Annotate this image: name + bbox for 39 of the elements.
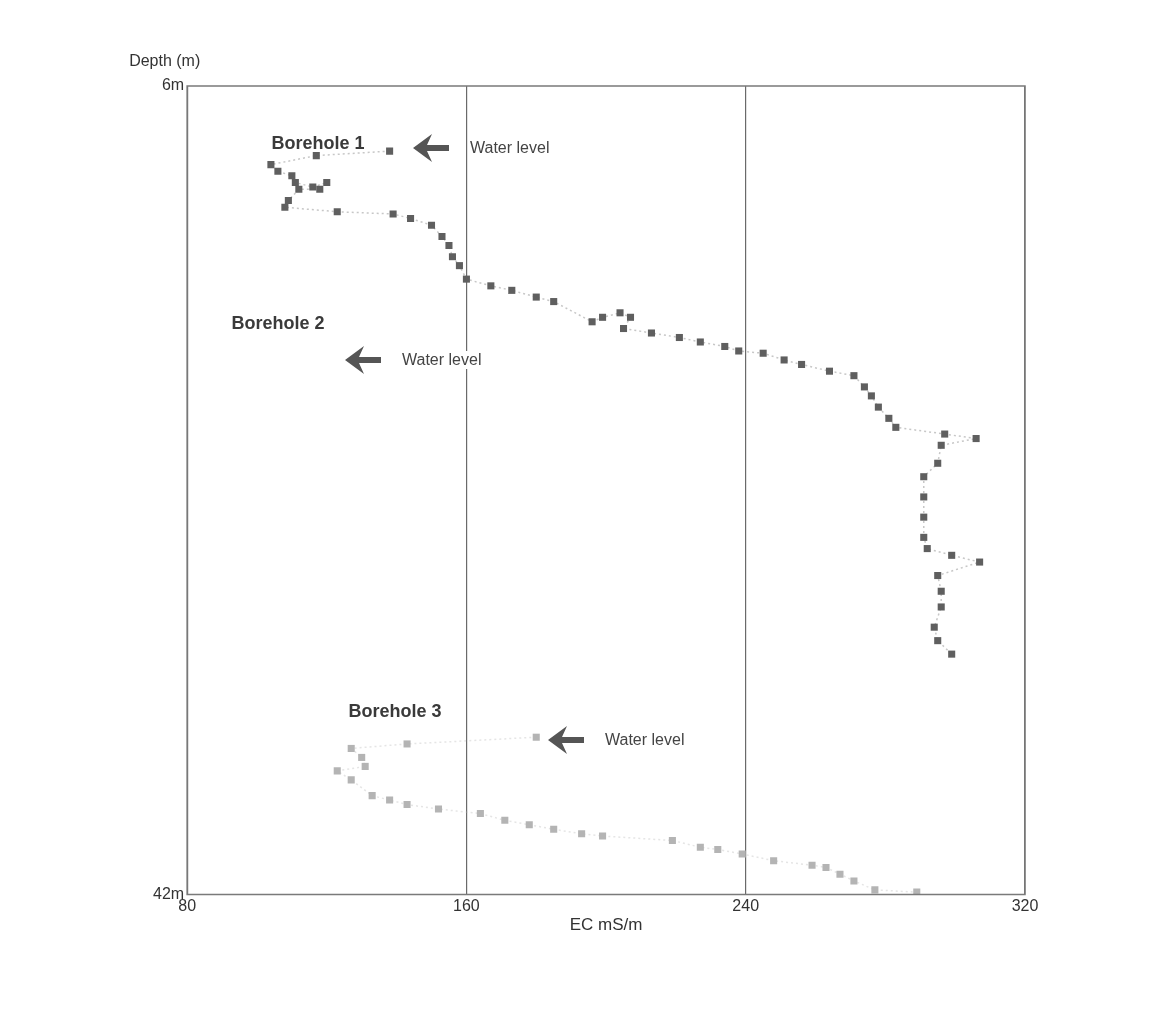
point — [714, 845, 722, 854]
point — [738, 850, 746, 858]
point — [550, 825, 558, 833]
point — [836, 870, 844, 878]
point — [361, 762, 369, 770]
annotation: Water level — [400, 351, 484, 369]
annotation: Borehole 1 — [270, 132, 366, 154]
point — [871, 886, 879, 894]
x-axis-title: EC mS/m — [569, 915, 643, 935]
point — [333, 767, 341, 775]
point — [368, 792, 376, 800]
annotation: Water level — [468, 139, 552, 157]
point — [347, 744, 355, 752]
point — [501, 816, 509, 824]
point — [386, 796, 394, 804]
annotation: Borehole 3 — [347, 700, 443, 722]
point — [822, 863, 830, 871]
annotation: Borehole 2 — [230, 312, 326, 334]
point — [599, 832, 607, 840]
point — [403, 801, 411, 809]
x-tick-label: 160 — [453, 897, 480, 915]
point — [668, 836, 676, 845]
point — [358, 753, 366, 761]
point — [525, 821, 533, 829]
point — [434, 805, 443, 813]
point — [403, 740, 411, 748]
point — [850, 877, 858, 885]
point — [696, 843, 704, 851]
point — [476, 810, 484, 818]
point — [770, 857, 778, 865]
point — [808, 861, 816, 869]
x-tick-label: 240 — [732, 897, 760, 915]
y-tick-label: 6m — [161, 76, 185, 94]
point — [347, 776, 355, 784]
point — [532, 733, 540, 741]
y-axis-title: Depth (m) — [129, 52, 201, 70]
point — [578, 830, 586, 838]
x-tick-label: 320 — [1011, 897, 1039, 915]
annotation: Water level — [603, 731, 687, 749]
